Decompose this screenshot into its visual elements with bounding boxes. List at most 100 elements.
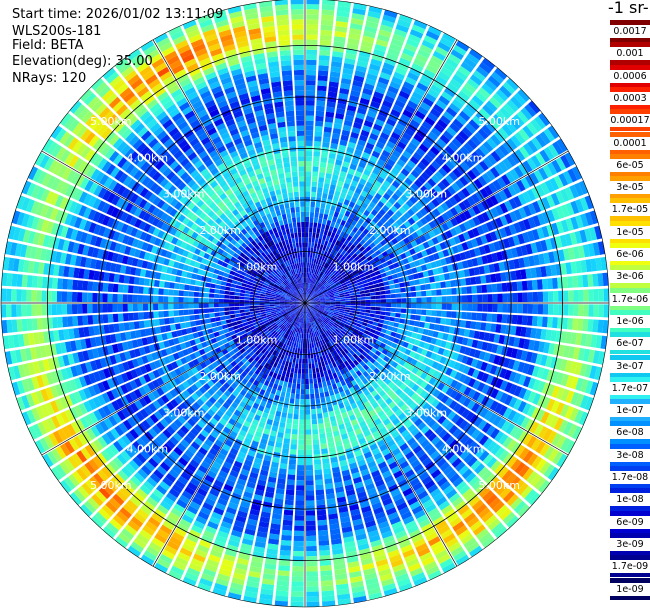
range-gate (305, 100, 315, 106)
range-gate (425, 309, 432, 316)
range-gate (430, 283, 436, 290)
range-gate (552, 141, 564, 155)
range-gate (347, 168, 356, 176)
range-gate (471, 166, 481, 178)
range-gate (467, 169, 477, 181)
range-gate (488, 117, 500, 130)
range-gate (556, 138, 568, 153)
range-gate (297, 373, 301, 379)
range-gate (276, 436, 283, 444)
range-gate (398, 206, 407, 215)
range-gate (305, 181, 311, 187)
range-gate (305, 424, 312, 430)
range-gate (486, 154, 497, 166)
range-gate (385, 201, 393, 209)
range-gate (501, 314, 508, 324)
range-gate (395, 234, 403, 242)
range-gate (430, 174, 440, 184)
range-gate (315, 288, 320, 293)
range-gate (415, 285, 421, 291)
range-gate (349, 230, 356, 238)
range-gate (377, 253, 384, 260)
range-gate (407, 173, 417, 183)
range-gate (441, 296, 447, 303)
range-gate (328, 152, 336, 160)
range-gate (488, 182, 498, 194)
range-gate (340, 296, 346, 300)
range-gate (375, 295, 381, 299)
range-gate (287, 469, 296, 475)
range-gate (336, 102, 347, 110)
range-gate (338, 144, 347, 152)
range-gate (307, 277, 309, 283)
range-gate (355, 112, 366, 120)
range-gate (365, 78, 376, 86)
range-gate (316, 100, 326, 107)
range-gate (333, 195, 339, 202)
range-gate (407, 234, 415, 242)
range-gate (385, 307, 391, 312)
range-gate (380, 290, 386, 295)
range-gate (357, 139, 366, 147)
range-gate (312, 292, 317, 297)
range-gate (463, 82, 477, 94)
range-gate (320, 29, 333, 36)
range-gate (321, 279, 326, 285)
range-gate (325, 427, 332, 434)
range-gate (360, 296, 366, 300)
range-gate (309, 348, 313, 354)
range-gate (451, 311, 457, 319)
range-gate (402, 203, 410, 211)
range-gate (505, 171, 516, 183)
range-gate (314, 280, 318, 286)
range-gate (369, 235, 377, 242)
range-gate (305, 120, 314, 126)
range-gate (380, 303, 387, 307)
range-gate (296, 378, 301, 384)
range-gate (366, 15, 380, 24)
range-gate (603, 304, 609, 318)
range-gate (396, 141, 407, 150)
range-gate (350, 17, 364, 26)
range-gate (340, 280, 346, 285)
range-gate (355, 65, 367, 73)
range-gate (336, 284, 342, 289)
range-gate (410, 205, 419, 214)
range-gate (506, 155, 517, 167)
range-gate (511, 281, 518, 292)
range-gate (373, 256, 380, 263)
range-gate (349, 22, 363, 31)
range-gate (327, 385, 333, 391)
range-gate (409, 95, 421, 106)
range-gate (439, 134, 451, 145)
range-gate (466, 303, 473, 311)
range-gate (315, 489, 325, 496)
range-gate (318, 539, 330, 546)
range-gate (395, 66, 407, 76)
range-gate (380, 307, 386, 312)
range-gate (306, 29, 319, 35)
range-gate (572, 275, 579, 288)
range-gate (436, 119, 448, 130)
range-gate (306, 525, 316, 531)
range-gate (380, 294, 386, 299)
range-gate (363, 185, 371, 194)
range-gate (587, 319, 594, 332)
range-gate (389, 81, 401, 90)
range-gate (427, 178, 437, 188)
range-gate (305, 206, 310, 212)
range-gate (325, 263, 330, 269)
range-gate (571, 166, 583, 181)
range-gate (383, 281, 390, 286)
range-gate (336, 274, 342, 280)
range-gate (311, 291, 316, 296)
range-gate (445, 209, 454, 219)
range-gate (309, 227, 313, 233)
range-gate (377, 278, 384, 283)
range-gate (520, 177, 531, 190)
range-gate (365, 274, 372, 280)
range-gate (313, 279, 317, 285)
range-gate (414, 237, 423, 245)
range-gate (549, 177, 560, 191)
range-gate (441, 303, 447, 310)
